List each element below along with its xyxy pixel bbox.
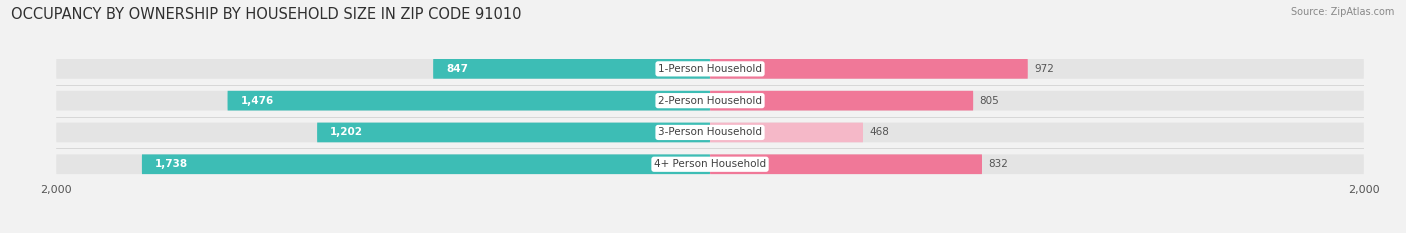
Text: 3-Person Household: 3-Person Household xyxy=(658,127,762,137)
FancyBboxPatch shape xyxy=(433,59,710,79)
FancyBboxPatch shape xyxy=(56,154,1364,174)
Text: 805: 805 xyxy=(980,96,1000,106)
FancyBboxPatch shape xyxy=(710,123,863,142)
Text: 972: 972 xyxy=(1035,64,1054,74)
FancyBboxPatch shape xyxy=(56,123,1364,142)
FancyBboxPatch shape xyxy=(142,154,710,174)
Text: Source: ZipAtlas.com: Source: ZipAtlas.com xyxy=(1291,7,1395,17)
FancyBboxPatch shape xyxy=(56,59,1364,79)
Text: OCCUPANCY BY OWNERSHIP BY HOUSEHOLD SIZE IN ZIP CODE 91010: OCCUPANCY BY OWNERSHIP BY HOUSEHOLD SIZE… xyxy=(11,7,522,22)
FancyBboxPatch shape xyxy=(710,59,1028,79)
Text: 2-Person Household: 2-Person Household xyxy=(658,96,762,106)
FancyBboxPatch shape xyxy=(710,154,981,174)
Text: 1-Person Household: 1-Person Household xyxy=(658,64,762,74)
FancyBboxPatch shape xyxy=(710,91,973,110)
Text: 1,476: 1,476 xyxy=(240,96,274,106)
Text: 1,202: 1,202 xyxy=(330,127,363,137)
FancyBboxPatch shape xyxy=(56,91,1364,110)
FancyBboxPatch shape xyxy=(318,123,710,142)
Text: 4+ Person Household: 4+ Person Household xyxy=(654,159,766,169)
Text: 468: 468 xyxy=(869,127,890,137)
Text: 1,738: 1,738 xyxy=(155,159,188,169)
Text: 832: 832 xyxy=(988,159,1008,169)
FancyBboxPatch shape xyxy=(228,91,710,110)
Text: 847: 847 xyxy=(446,64,468,74)
